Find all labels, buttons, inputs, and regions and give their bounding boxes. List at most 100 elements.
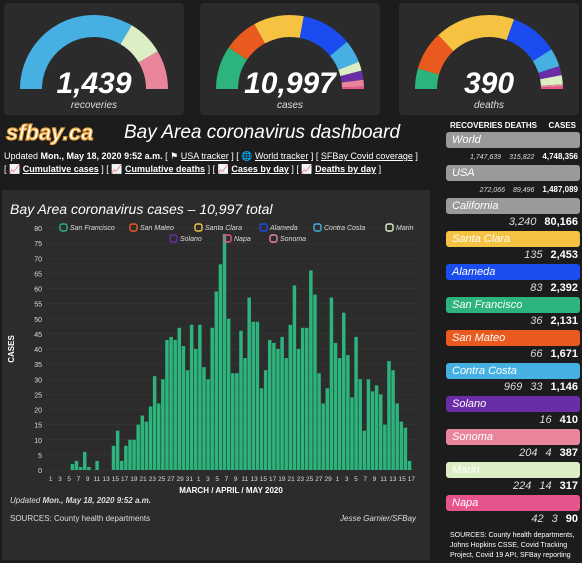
cases-gauge-segment [341, 79, 364, 88]
region-values: 42 3 90 [446, 511, 580, 528]
y-tick-label: 70 [34, 256, 42, 263]
chart-title: Bay Area coronavirus cases – 10,997 tota… [10, 201, 273, 217]
x-tick-label: 9 [234, 476, 238, 483]
region-cases: 1,146 [550, 381, 578, 393]
chart-credit: Jesse Garnier/SFBay [340, 514, 417, 523]
bar [235, 373, 239, 470]
bar [83, 451, 87, 470]
region-row[interactable]: Alameda 83 2,392 [446, 264, 580, 297]
bar [157, 403, 161, 470]
region-row[interactable]: Napa 42 3 90 [446, 495, 580, 528]
region-deaths: 3,240 [508, 216, 537, 228]
x-axis-label: MARCH / APRIL / MAY 2020 [179, 486, 283, 495]
deaths-gauge-segment [540, 86, 563, 89]
page-title: Bay Area coronavirus dashboard [124, 122, 401, 143]
region-name[interactable]: Alameda [446, 264, 580, 280]
bar [407, 460, 412, 470]
region-values: 272,066 89,496 1,487,089 [446, 181, 580, 198]
region-values: 969 33 1,146 [446, 379, 580, 396]
bar [292, 285, 297, 470]
region-values: 66 1,671 [446, 346, 580, 363]
region-name[interactable]: California [446, 198, 580, 214]
x-tick-label: 13 [251, 476, 259, 483]
bar [161, 379, 165, 470]
sfbay-coverage-link[interactable]: SFBay Covid coverage [320, 151, 413, 161]
flag-icon: ⚑ [170, 151, 179, 161]
cases-label: cases [276, 100, 304, 111]
cumulative-cases-link[interactable]: Cumulative cases [22, 164, 99, 174]
y-tick-label: 5 [38, 453, 42, 460]
region-deaths: 3 [551, 513, 558, 525]
bar [70, 463, 75, 470]
world-tracker-link[interactable]: World tracker [254, 151, 309, 161]
region-cases: 2,392 [550, 282, 578, 294]
recoveries-count: 1,439 [56, 67, 132, 100]
region-row[interactable]: Sonoma 204 4 387 [446, 429, 580, 462]
region-row[interactable]: Marin 224 14 317 [446, 462, 580, 495]
x-tick-label: 13 [389, 476, 397, 483]
bar [136, 424, 140, 470]
region-row[interactable]: Santa Clara 135 2,453 [446, 231, 580, 264]
chart-updated: Updated Mon., May 18, 2020 9:52 a.m. [10, 496, 151, 505]
bar [173, 339, 177, 470]
y-tick-label: 55 [34, 302, 42, 309]
region-row[interactable]: World 1,747,639 315,822 4,748,356 [446, 132, 580, 165]
x-tick-label: 25 [306, 476, 314, 483]
region-name[interactable]: Napa [446, 495, 580, 511]
x-tick-label: 9 [373, 476, 377, 483]
x-tick-label: 29 [177, 476, 185, 483]
globe-icon: 🌐 [241, 151, 253, 161]
region-row[interactable]: USA 272,066 89,496 1,487,089 [446, 165, 580, 198]
bar [288, 324, 293, 470]
x-tick-label: 1 [197, 476, 201, 483]
bar [210, 327, 214, 470]
usa-tracker-link[interactable]: USA tracker [180, 151, 229, 161]
region-row[interactable]: Contra Costa 969 33 1,146 [446, 363, 580, 396]
legend-swatch [385, 223, 394, 232]
bar [276, 349, 280, 470]
region-name[interactable]: World [446, 132, 580, 148]
x-tick-label: 3 [345, 476, 349, 483]
region-deaths: 36 [530, 315, 543, 327]
legend-label: San Francisco [70, 225, 115, 232]
region-name[interactable]: San Francisco [446, 297, 580, 313]
bar [169, 336, 173, 470]
bar [202, 367, 206, 470]
bar [222, 234, 227, 470]
region-name[interactable]: Santa Clara [446, 231, 580, 247]
deaths-gauge-segment [538, 66, 562, 80]
cases-by-day-link[interactable]: Cases by day [231, 164, 289, 174]
x-tick-label: 11 [380, 476, 387, 483]
region-cases: 80,166 [544, 216, 578, 228]
region-name[interactable]: Solano [446, 396, 580, 412]
bar [226, 318, 231, 470]
bar [239, 330, 243, 470]
region-deaths: 83 [530, 282, 543, 294]
legend-swatch [223, 234, 232, 243]
x-tick-label: 13 [103, 476, 111, 483]
region-row[interactable]: California 3,240 80,166 [446, 198, 580, 231]
bar [263, 370, 268, 470]
region-row[interactable]: Solano 16 410 [446, 396, 580, 429]
bar [333, 342, 338, 470]
region-name[interactable]: San Mateo [446, 330, 580, 346]
region-deaths: 66 [530, 348, 543, 360]
bar [374, 385, 379, 470]
region-name[interactable]: Sonoma [446, 429, 580, 445]
region-deaths: 16 [539, 414, 552, 426]
bar [329, 297, 334, 470]
deaths-by-day-link[interactable]: Deaths by day [315, 164, 377, 174]
cases-gauge: 10,997 cases [200, 3, 380, 115]
y-tick-label: 50 [34, 317, 42, 324]
region-name[interactable]: USA [446, 165, 580, 181]
region-row[interactable]: San Francisco 36 2,131 [446, 297, 580, 330]
cumulative-deaths-link[interactable]: Cumulative deaths [125, 164, 206, 174]
bar [148, 406, 153, 470]
legend-swatch [194, 223, 203, 232]
region-name[interactable]: Contra Costa [446, 363, 580, 379]
region-name[interactable]: Marin [446, 462, 580, 478]
sfbay-logo[interactable]: sfbay.ca [4, 120, 116, 146]
chart-icon: 📈 [9, 164, 21, 174]
chart-updated-time: Mon., May 18, 2020 9:52 a.m. [42, 496, 151, 505]
region-row[interactable]: San Mateo 66 1,671 [446, 330, 580, 363]
